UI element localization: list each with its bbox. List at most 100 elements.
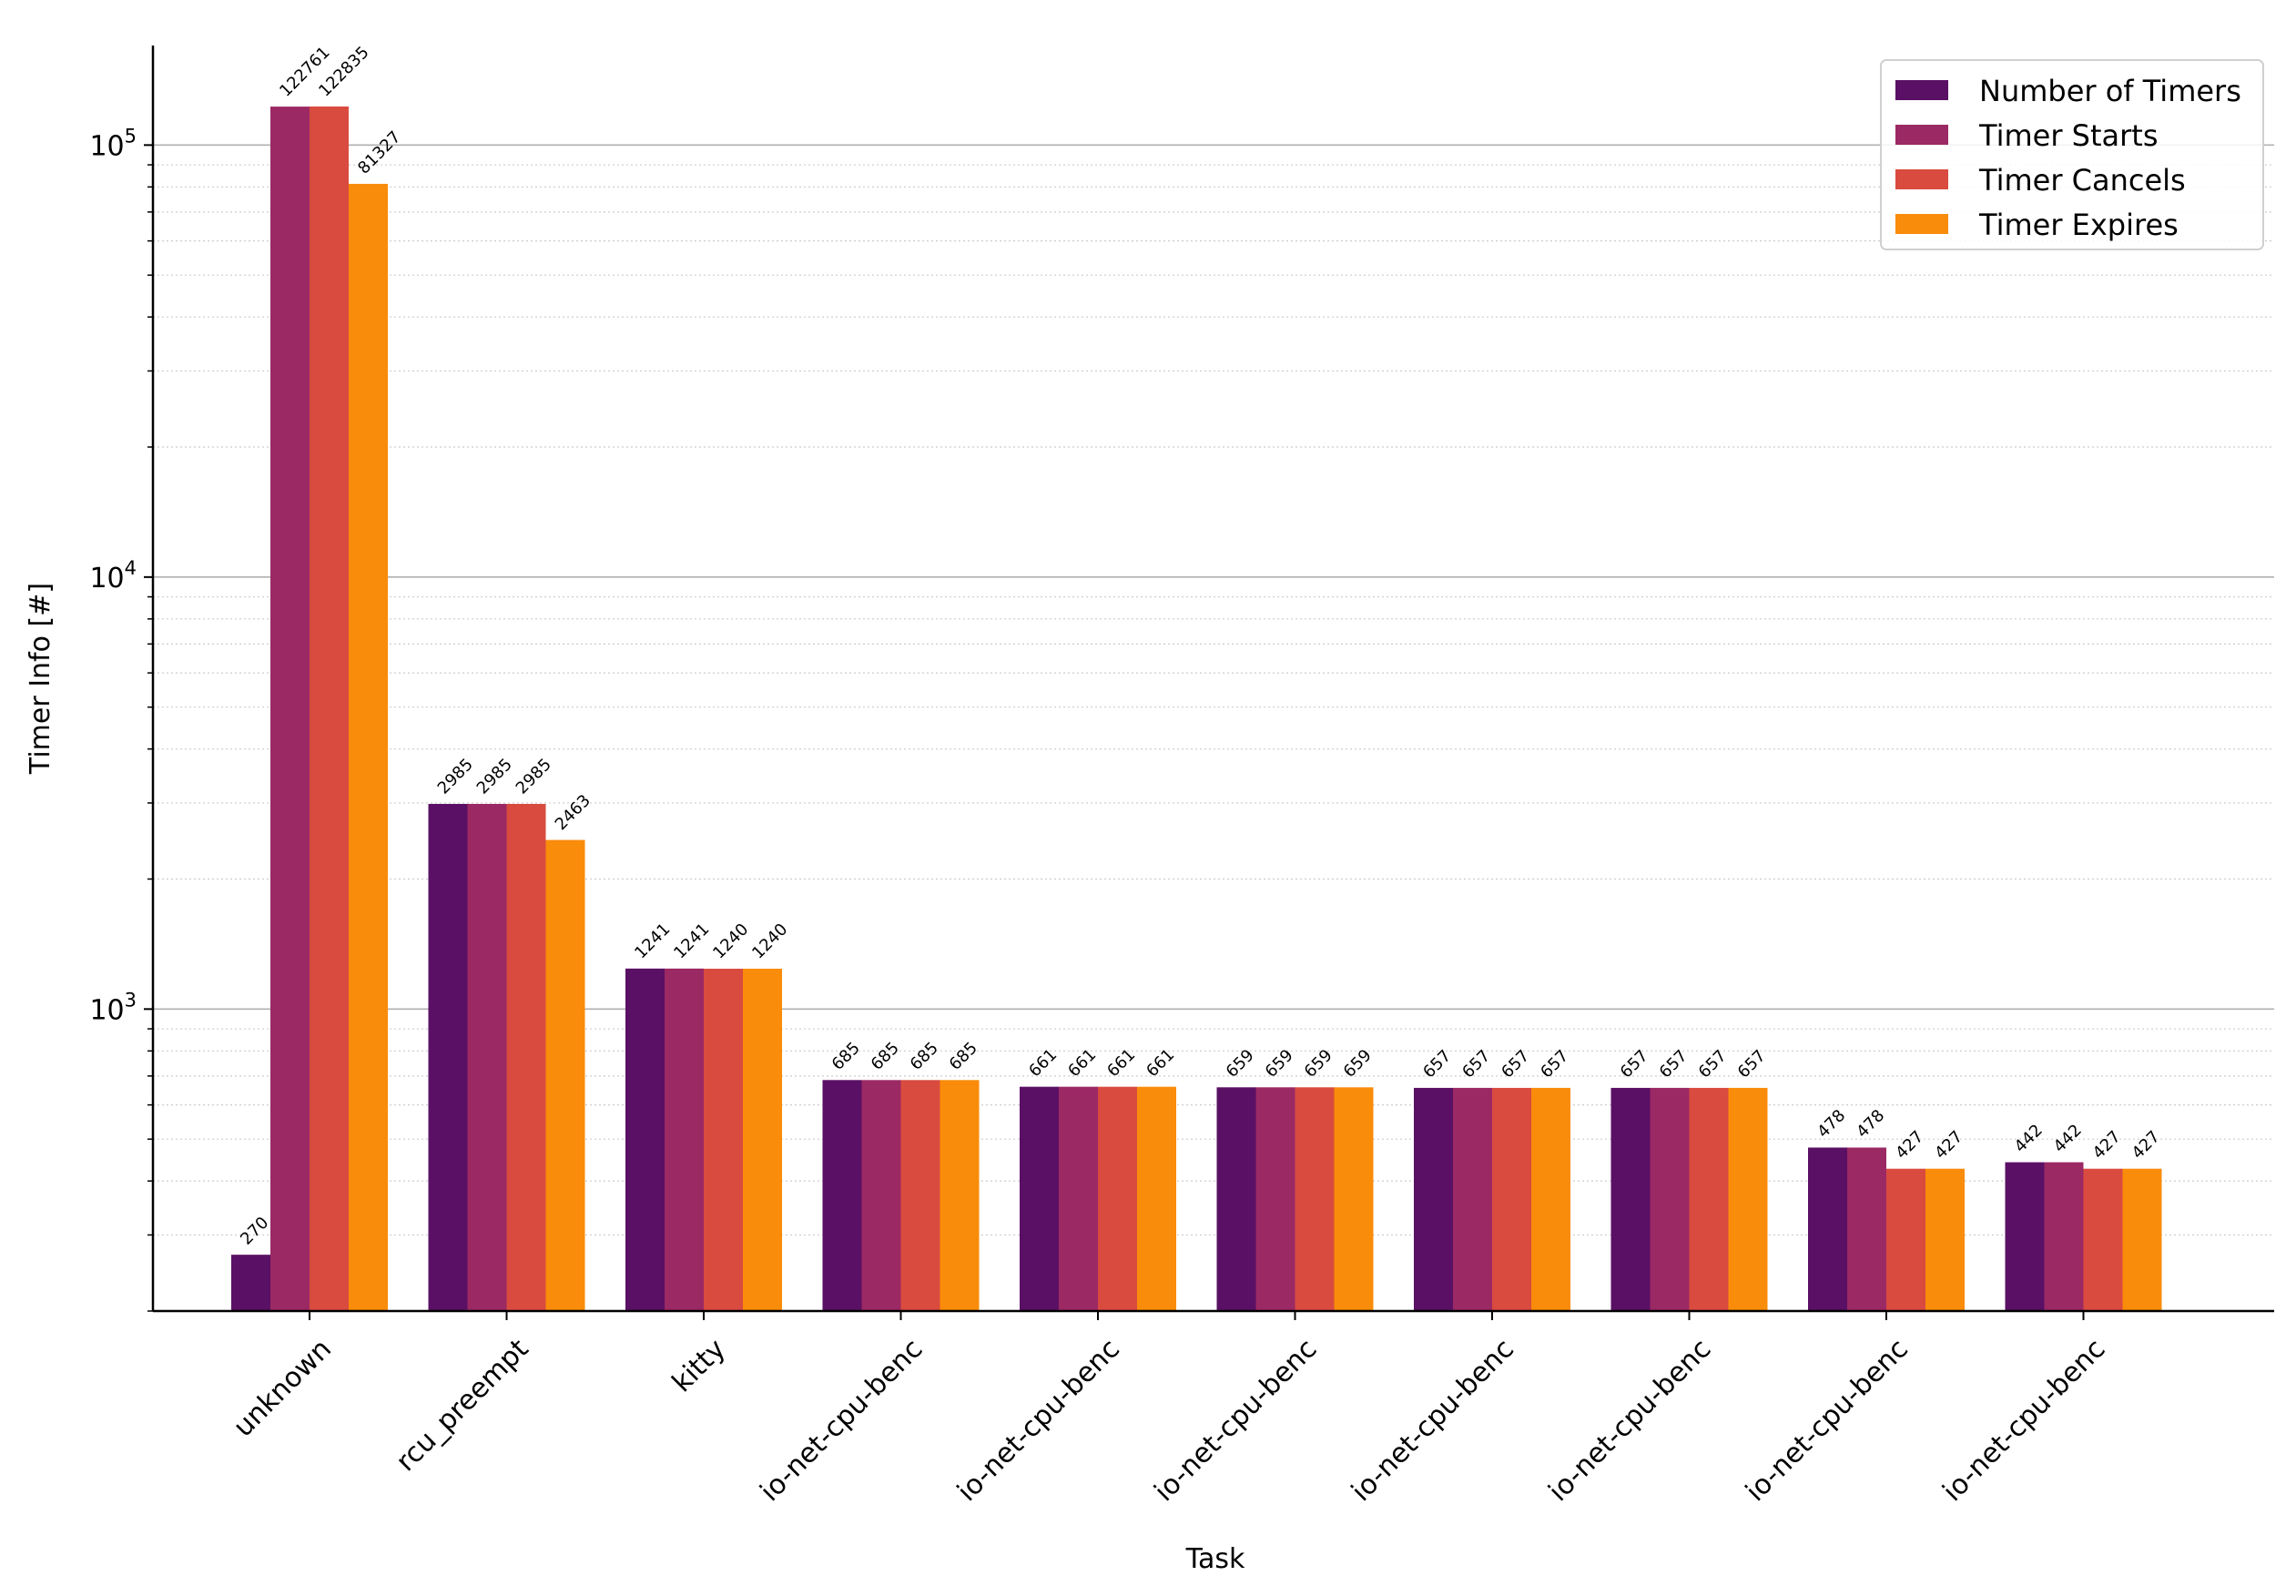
bar [900, 1080, 940, 1311]
bar [1728, 1087, 1768, 1311]
data-label: 442 [2011, 1121, 2047, 1156]
data-label: 657 [1419, 1046, 1455, 1082]
y-ticks: 103 104 105 [89, 125, 153, 1312]
x-tick-label: io-net-cpu-benc [951, 1333, 1126, 1508]
bar [704, 969, 743, 1311]
x-axis-title: Task [1185, 1543, 1245, 1575]
data-label: 685 [907, 1039, 942, 1074]
data-label: 270 [237, 1214, 272, 1249]
x-tick-label: rcu_preempt [390, 1333, 534, 1478]
legend-swatch [1895, 80, 1948, 100]
legend-label: Number of Timers [1979, 74, 2241, 108]
data-label: 2985 [434, 755, 477, 798]
bar [743, 969, 782, 1311]
legend-label: Timer Starts [1978, 118, 2158, 153]
data-label: 1240 [748, 920, 791, 962]
data-label: 478 [1853, 1106, 1888, 1142]
bar [1059, 1086, 1098, 1311]
bar [861, 1080, 901, 1311]
bar [231, 1255, 270, 1311]
bar [270, 107, 310, 1312]
x-tick-label: kitty [666, 1333, 732, 1398]
bar [625, 968, 665, 1311]
bar [665, 968, 704, 1311]
legend-label: Timer Expires [1978, 208, 2179, 242]
data-label: 2985 [513, 755, 555, 798]
bar [1137, 1086, 1176, 1311]
bar [1334, 1087, 1374, 1311]
x-tick-label: io-net-cpu-benc [754, 1333, 929, 1508]
data-label: 2463 [552, 791, 594, 834]
data-label: 427 [1892, 1127, 1927, 1163]
y-tick-label: 105 [89, 125, 137, 162]
bar [2083, 1168, 2123, 1311]
bar [1492, 1087, 1531, 1311]
bar [467, 803, 507, 1311]
bar [1020, 1086, 1059, 1311]
data-label: 1241 [631, 920, 674, 962]
data-label: 1240 [709, 920, 752, 962]
bar [1847, 1147, 1886, 1311]
y-tick-label: 103 [89, 989, 137, 1026]
bar [1414, 1087, 1453, 1311]
legend: Number of Timers Timer Starts Timer Cancel… [1880, 59, 2264, 250]
bar [1886, 1168, 1925, 1311]
bar [2122, 1168, 2162, 1311]
bar [1531, 1087, 1570, 1311]
legend-swatch [1895, 169, 1948, 189]
y-axis-title: Timer Info [#] [25, 583, 56, 775]
data-label: 427 [2089, 1127, 2125, 1163]
data-label: 657 [1695, 1046, 1731, 1082]
legend-swatch [1895, 125, 1948, 145]
bar [1216, 1087, 1256, 1311]
bar [310, 106, 349, 1311]
data-label: 657 [1656, 1046, 1692, 1082]
bar [940, 1080, 980, 1311]
data-label: 685 [868, 1039, 903, 1074]
bar [428, 803, 468, 1311]
bar [545, 839, 585, 1311]
bar [2044, 1162, 2084, 1311]
legend-box [1880, 59, 2264, 250]
data-label: 661 [1064, 1045, 1100, 1081]
data-label: 657 [1537, 1046, 1572, 1082]
bar [1295, 1087, 1335, 1311]
x-tick-label: unknown [228, 1333, 338, 1443]
x-tick-label: io-net-cpu-benc [1346, 1333, 1520, 1508]
bar [1610, 1087, 1651, 1311]
data-label: 427 [2128, 1127, 2164, 1163]
data-label: 657 [1458, 1046, 1494, 1082]
x-ticks: unknown rcu_preempt kitty io-net-cpu-benc io… [228, 1311, 2111, 1508]
bar [506, 803, 546, 1311]
legend-swatch [1895, 214, 1948, 234]
data-label: 685 [946, 1039, 981, 1074]
x-tick-label: io-net-cpu-benc [1740, 1333, 1915, 1508]
data-label: 478 [1813, 1106, 1849, 1142]
data-label: 442 [2050, 1121, 2086, 1156]
data-label: 427 [1931, 1127, 1966, 1163]
x-tick-label: io-net-cpu-benc [1542, 1333, 1717, 1508]
y-tick-label: 104 [89, 557, 137, 595]
bar [822, 1080, 862, 1311]
bar [1808, 1147, 1847, 1311]
data-label: 657 [1498, 1046, 1533, 1082]
bar [1255, 1087, 1295, 1311]
x-tick-label: io-net-cpu-benc [1936, 1333, 2111, 1508]
bar [2005, 1162, 2045, 1311]
legend-label: Timer Cancels [1978, 163, 2186, 198]
data-label: 657 [1734, 1046, 1770, 1082]
bar [1098, 1086, 1137, 1311]
bar [1453, 1087, 1492, 1311]
data-label: 2985 [473, 755, 516, 798]
bar [349, 183, 388, 1311]
data-label: 657 [1617, 1046, 1652, 1082]
data-label: 1241 [670, 920, 713, 962]
x-tick-label: io-net-cpu-benc [1148, 1333, 1323, 1508]
data-label: 81327 [354, 127, 404, 178]
bar [1689, 1087, 1729, 1311]
bar [1650, 1087, 1690, 1311]
bars [231, 106, 2162, 1312]
data-label: 685 [828, 1039, 864, 1074]
bar [1925, 1168, 1965, 1311]
